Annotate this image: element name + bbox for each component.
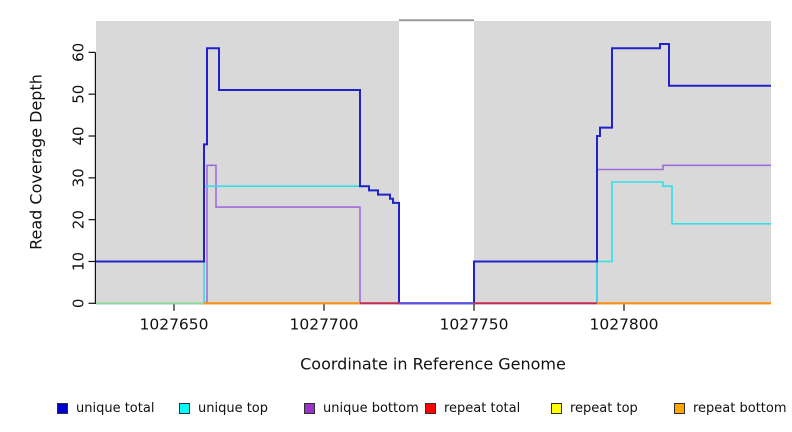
legend-label: unique total	[76, 400, 155, 416]
legend-item-repeat-total: repeat total	[425, 399, 520, 417]
series-unique-bottom	[96, 164, 771, 305]
legend: unique total unique top unique bottom re…	[0, 399, 792, 419]
y-tick-label: 50	[70, 85, 88, 104]
legend-item-unique-total: unique total	[57, 399, 154, 417]
x-tick-label: 1027700	[289, 316, 358, 334]
shaded-region	[474, 21, 771, 304]
legend-label: unique bottom	[323, 400, 419, 416]
legend-item-repeat-bottom: repeat bottom	[674, 399, 787, 417]
legend-swatch-repeat-bottom	[674, 402, 685, 414]
x-tick-label: 1027800	[589, 316, 658, 334]
legend-label: repeat bottom	[693, 400, 787, 416]
y-tick-label: 60	[70, 43, 88, 62]
legend-label: unique top	[198, 400, 269, 416]
legend-item-repeat-top: repeat top	[551, 399, 638, 417]
legend-item-unique-bottom: unique bottom	[304, 399, 419, 417]
legend-swatch-unique-total	[57, 402, 68, 414]
y-tick-label: 20	[70, 210, 88, 229]
x-tick-label: 1027750	[439, 316, 508, 334]
legend-label: repeat total	[444, 400, 521, 416]
legend-swatch-repeat-total	[425, 402, 436, 414]
legend-swatch-repeat-top	[551, 402, 562, 414]
shaded-region	[96, 21, 399, 304]
legend-label: repeat top	[570, 400, 638, 416]
y-tick-label: 30	[70, 168, 88, 187]
x-axis-title: Coordinate in Reference Genome	[300, 354, 566, 374]
y-tick-label: 10	[70, 252, 88, 271]
legend-item-unique-top: unique top	[179, 399, 268, 417]
y-tick-label: 40	[70, 126, 88, 145]
y-tick-label: 0	[70, 299, 88, 309]
y-axis-title: Read Coverage Depth	[26, 74, 46, 250]
series-unique-total	[96, 43, 771, 305]
x-tick-label: 1027650	[139, 316, 208, 334]
legend-swatch-unique-bottom	[304, 402, 315, 414]
legend-swatch-unique-top	[179, 402, 190, 414]
